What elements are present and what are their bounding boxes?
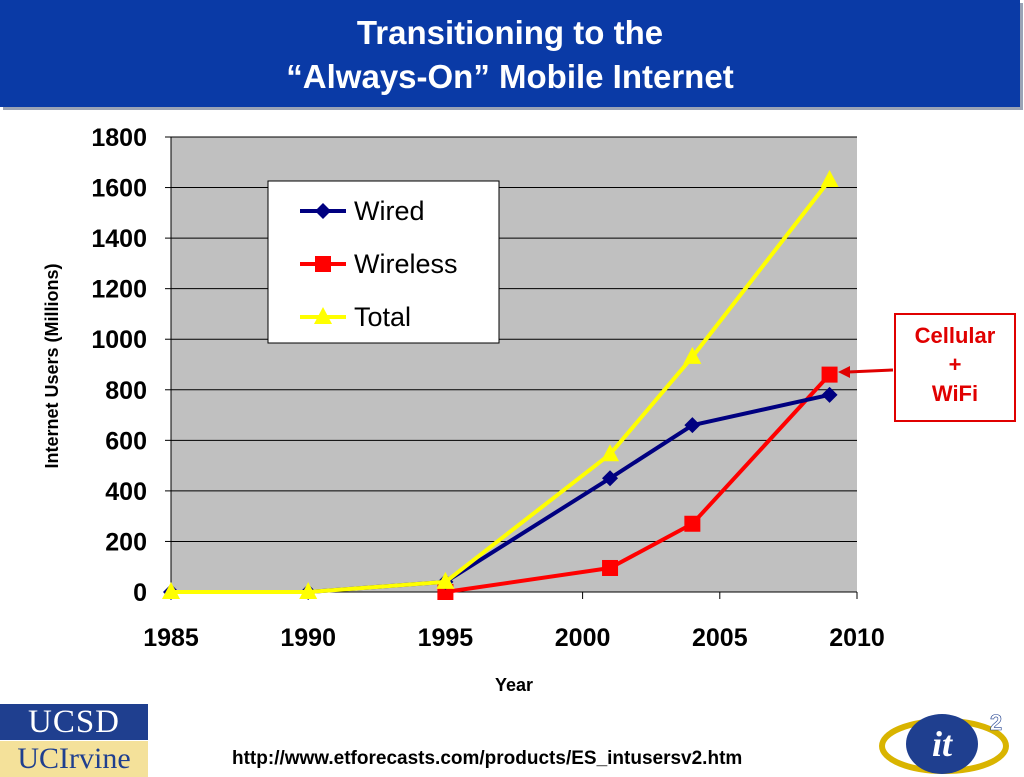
legend-label: Wired bbox=[354, 196, 425, 226]
series-layer bbox=[162, 169, 839, 600]
y-tick-label: 1400 bbox=[91, 225, 147, 253]
cellular-wifi-callout: Cellular + WiFi bbox=[894, 313, 1016, 422]
data-point-triangle bbox=[299, 582, 318, 599]
title-bar: Transitioning to the “Always-On” Mobile … bbox=[0, 0, 1020, 107]
it2-logo-superscript: 2 bbox=[990, 710, 1002, 735]
callout-line-1: Cellular bbox=[914, 323, 996, 348]
source-url-link[interactable]: http://www.etforecasts.com/products/ES_i… bbox=[232, 748, 743, 769]
x-axis-title: Year bbox=[495, 675, 533, 695]
callout-arrow bbox=[838, 366, 894, 378]
callout-line-2: + bbox=[948, 352, 962, 377]
y-tick-label: 0 bbox=[133, 579, 147, 607]
y-tick-label: 1800 bbox=[91, 124, 147, 152]
data-point-square bbox=[602, 559, 619, 576]
x-tick-label: 2010 bbox=[829, 624, 885, 652]
data-point-diamond bbox=[602, 470, 619, 487]
series-line-wireless bbox=[445, 373, 832, 594]
it2-logo-text: it bbox=[932, 724, 953, 764]
x-tick-label: 2005 bbox=[692, 624, 748, 652]
y-tick-label: 200 bbox=[105, 528, 147, 556]
data-point-triangle bbox=[314, 307, 332, 324]
callout-line-3: WiFi bbox=[931, 381, 979, 406]
ucsd-logo: UCSD bbox=[0, 704, 148, 740]
y-tick-label: 1000 bbox=[91, 326, 147, 354]
legend-item-total: Total bbox=[300, 302, 411, 332]
x-tick-label: 2000 bbox=[555, 624, 611, 652]
data-point-triangle bbox=[820, 169, 839, 187]
y-axis-title: Internet Users (Millions) bbox=[42, 263, 62, 468]
data-point-diamond bbox=[821, 386, 838, 403]
legend: Wired Wireless Total bbox=[267, 180, 500, 344]
legend-item-wireless: Wireless bbox=[300, 249, 458, 279]
series-line-total bbox=[171, 178, 832, 594]
data-point-square bbox=[315, 256, 331, 272]
x-axis-ticks: 1985 1990 1995 2000 2005 2010 bbox=[143, 592, 885, 652]
legend-label: Wireless bbox=[354, 249, 458, 279]
data-point-square bbox=[821, 366, 838, 383]
data-point-triangle bbox=[436, 571, 455, 589]
data-point-diamond bbox=[315, 203, 331, 219]
x-tick-label: 1995 bbox=[418, 624, 474, 652]
x-tick-label: 1985 bbox=[143, 624, 199, 652]
data-point-triangle bbox=[601, 444, 620, 462]
y-axis-ticks: 0 200 400 600 800 1000 1200 1400 1600 1800 bbox=[91, 124, 171, 607]
y-tick-label: 1200 bbox=[91, 276, 147, 304]
data-point-square bbox=[684, 515, 701, 532]
series-total bbox=[162, 169, 839, 599]
legend-item-wired: Wired bbox=[300, 196, 425, 226]
y-tick-label: 800 bbox=[105, 377, 147, 405]
y-tick-label: 600 bbox=[105, 427, 147, 455]
y-tick-label: 400 bbox=[105, 478, 147, 506]
x-tick-label: 1990 bbox=[280, 624, 336, 652]
legend-label: Total bbox=[354, 302, 411, 332]
data-point-triangle bbox=[162, 582, 180, 599]
data-point-triangle bbox=[683, 346, 702, 364]
ucirvine-logo: UCIrvine bbox=[0, 741, 148, 777]
data-point-diamond bbox=[684, 417, 701, 434]
y-tick-label: 1600 bbox=[91, 175, 147, 203]
slide-title-line-2: “Always-On” Mobile Internet bbox=[286, 58, 734, 95]
slide-title-line-1: Transitioning to the bbox=[356, 14, 664, 51]
it2-logo: it 2 bbox=[879, 710, 1009, 774]
